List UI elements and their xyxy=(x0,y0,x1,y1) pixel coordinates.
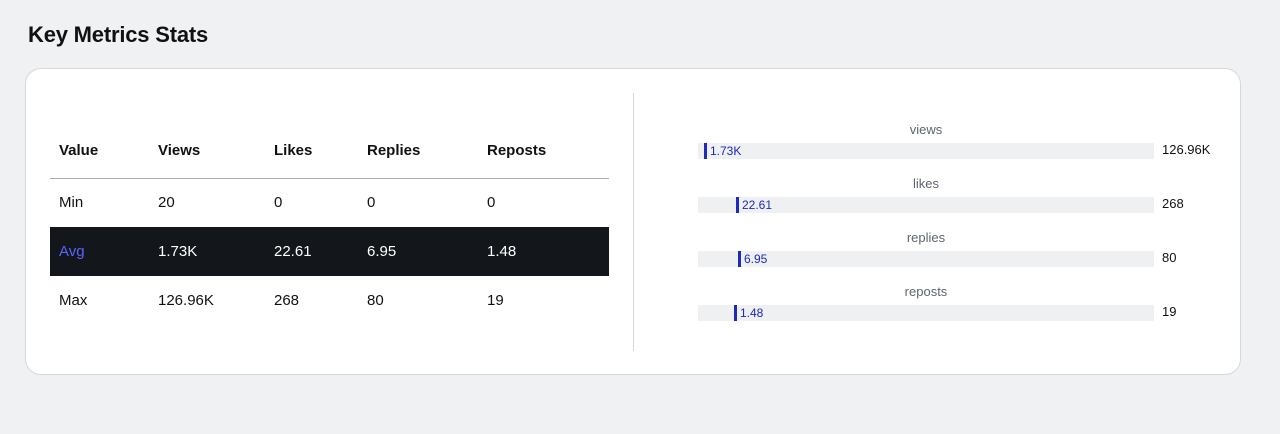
cell-views: 20 xyxy=(158,194,175,212)
row-label: Avg xyxy=(59,243,85,260)
range-max: 126.96K xyxy=(1162,142,1211,157)
column-header-reposts: Reposts xyxy=(487,142,547,160)
column-header-replies: Replies xyxy=(367,142,421,160)
cell-reposts: 19 xyxy=(487,292,504,309)
page-title: Key Metrics Stats xyxy=(28,22,209,47)
cell-reposts: 0 xyxy=(487,194,496,212)
range-track: 1.48 xyxy=(698,305,1154,321)
avg-value: 6.95 xyxy=(744,252,768,266)
table-row-avg: Avg 1.73K 22.61 6.95 1.48 xyxy=(50,227,609,276)
range-max: 80 xyxy=(1162,250,1177,265)
range-name: likes xyxy=(912,176,939,191)
avg-marker xyxy=(738,251,741,267)
column-header-value: Value xyxy=(59,142,99,160)
range-name: replies xyxy=(906,230,946,245)
range-track: 22.61 xyxy=(698,197,1154,213)
range-reposts: reposts 0 1.48 19 xyxy=(666,284,1226,334)
row-label: Max xyxy=(59,292,88,309)
cell-views: 126.96K xyxy=(158,292,214,309)
range-max: 268 xyxy=(1162,196,1184,211)
column-header-views: Views xyxy=(158,142,201,160)
cell-replies: 6.95 xyxy=(367,243,397,260)
cell-replies: 0 xyxy=(367,194,376,212)
range-track: 6.95 xyxy=(698,251,1154,267)
stats-card: Value Views Likes Replies Reposts Min 20… xyxy=(25,68,1241,375)
range-replies: replies 0 6.95 80 xyxy=(666,230,1226,280)
range-name: reposts xyxy=(904,284,948,299)
cell-likes: 0 xyxy=(274,194,283,212)
avg-marker xyxy=(734,305,737,321)
avg-value: 22.61 xyxy=(742,198,773,212)
row-label: Min xyxy=(59,194,84,212)
avg-value: 1.73K xyxy=(710,144,742,158)
vertical-divider xyxy=(633,93,634,351)
avg-value: 1.48 xyxy=(740,306,764,320)
table-header-row: Value Views Likes Replies Reposts xyxy=(50,124,609,178)
range-max: 19 xyxy=(1162,304,1177,319)
cell-likes: 22.61 xyxy=(274,243,312,260)
stats-table: Value Views Likes Replies Reposts Min 20… xyxy=(50,124,609,325)
table-row-min: Min 20 0 0 0 xyxy=(50,178,609,227)
cell-reposts: 1.48 xyxy=(487,243,517,260)
avg-marker xyxy=(736,197,739,213)
range-name: views xyxy=(909,122,943,137)
avg-marker xyxy=(704,143,707,159)
range-views: views 20 1.73K 126.96K xyxy=(666,122,1226,172)
range-track: 1.73K xyxy=(698,143,1154,159)
table-row-max: Max 126.96K 268 80 19 xyxy=(50,276,609,325)
column-header-likes: Likes xyxy=(274,142,313,160)
cell-replies: 80 xyxy=(367,292,384,309)
range-likes: likes 0 22.61 268 xyxy=(666,176,1226,226)
cell-likes: 268 xyxy=(274,292,300,309)
cell-views: 1.73K xyxy=(158,243,198,260)
